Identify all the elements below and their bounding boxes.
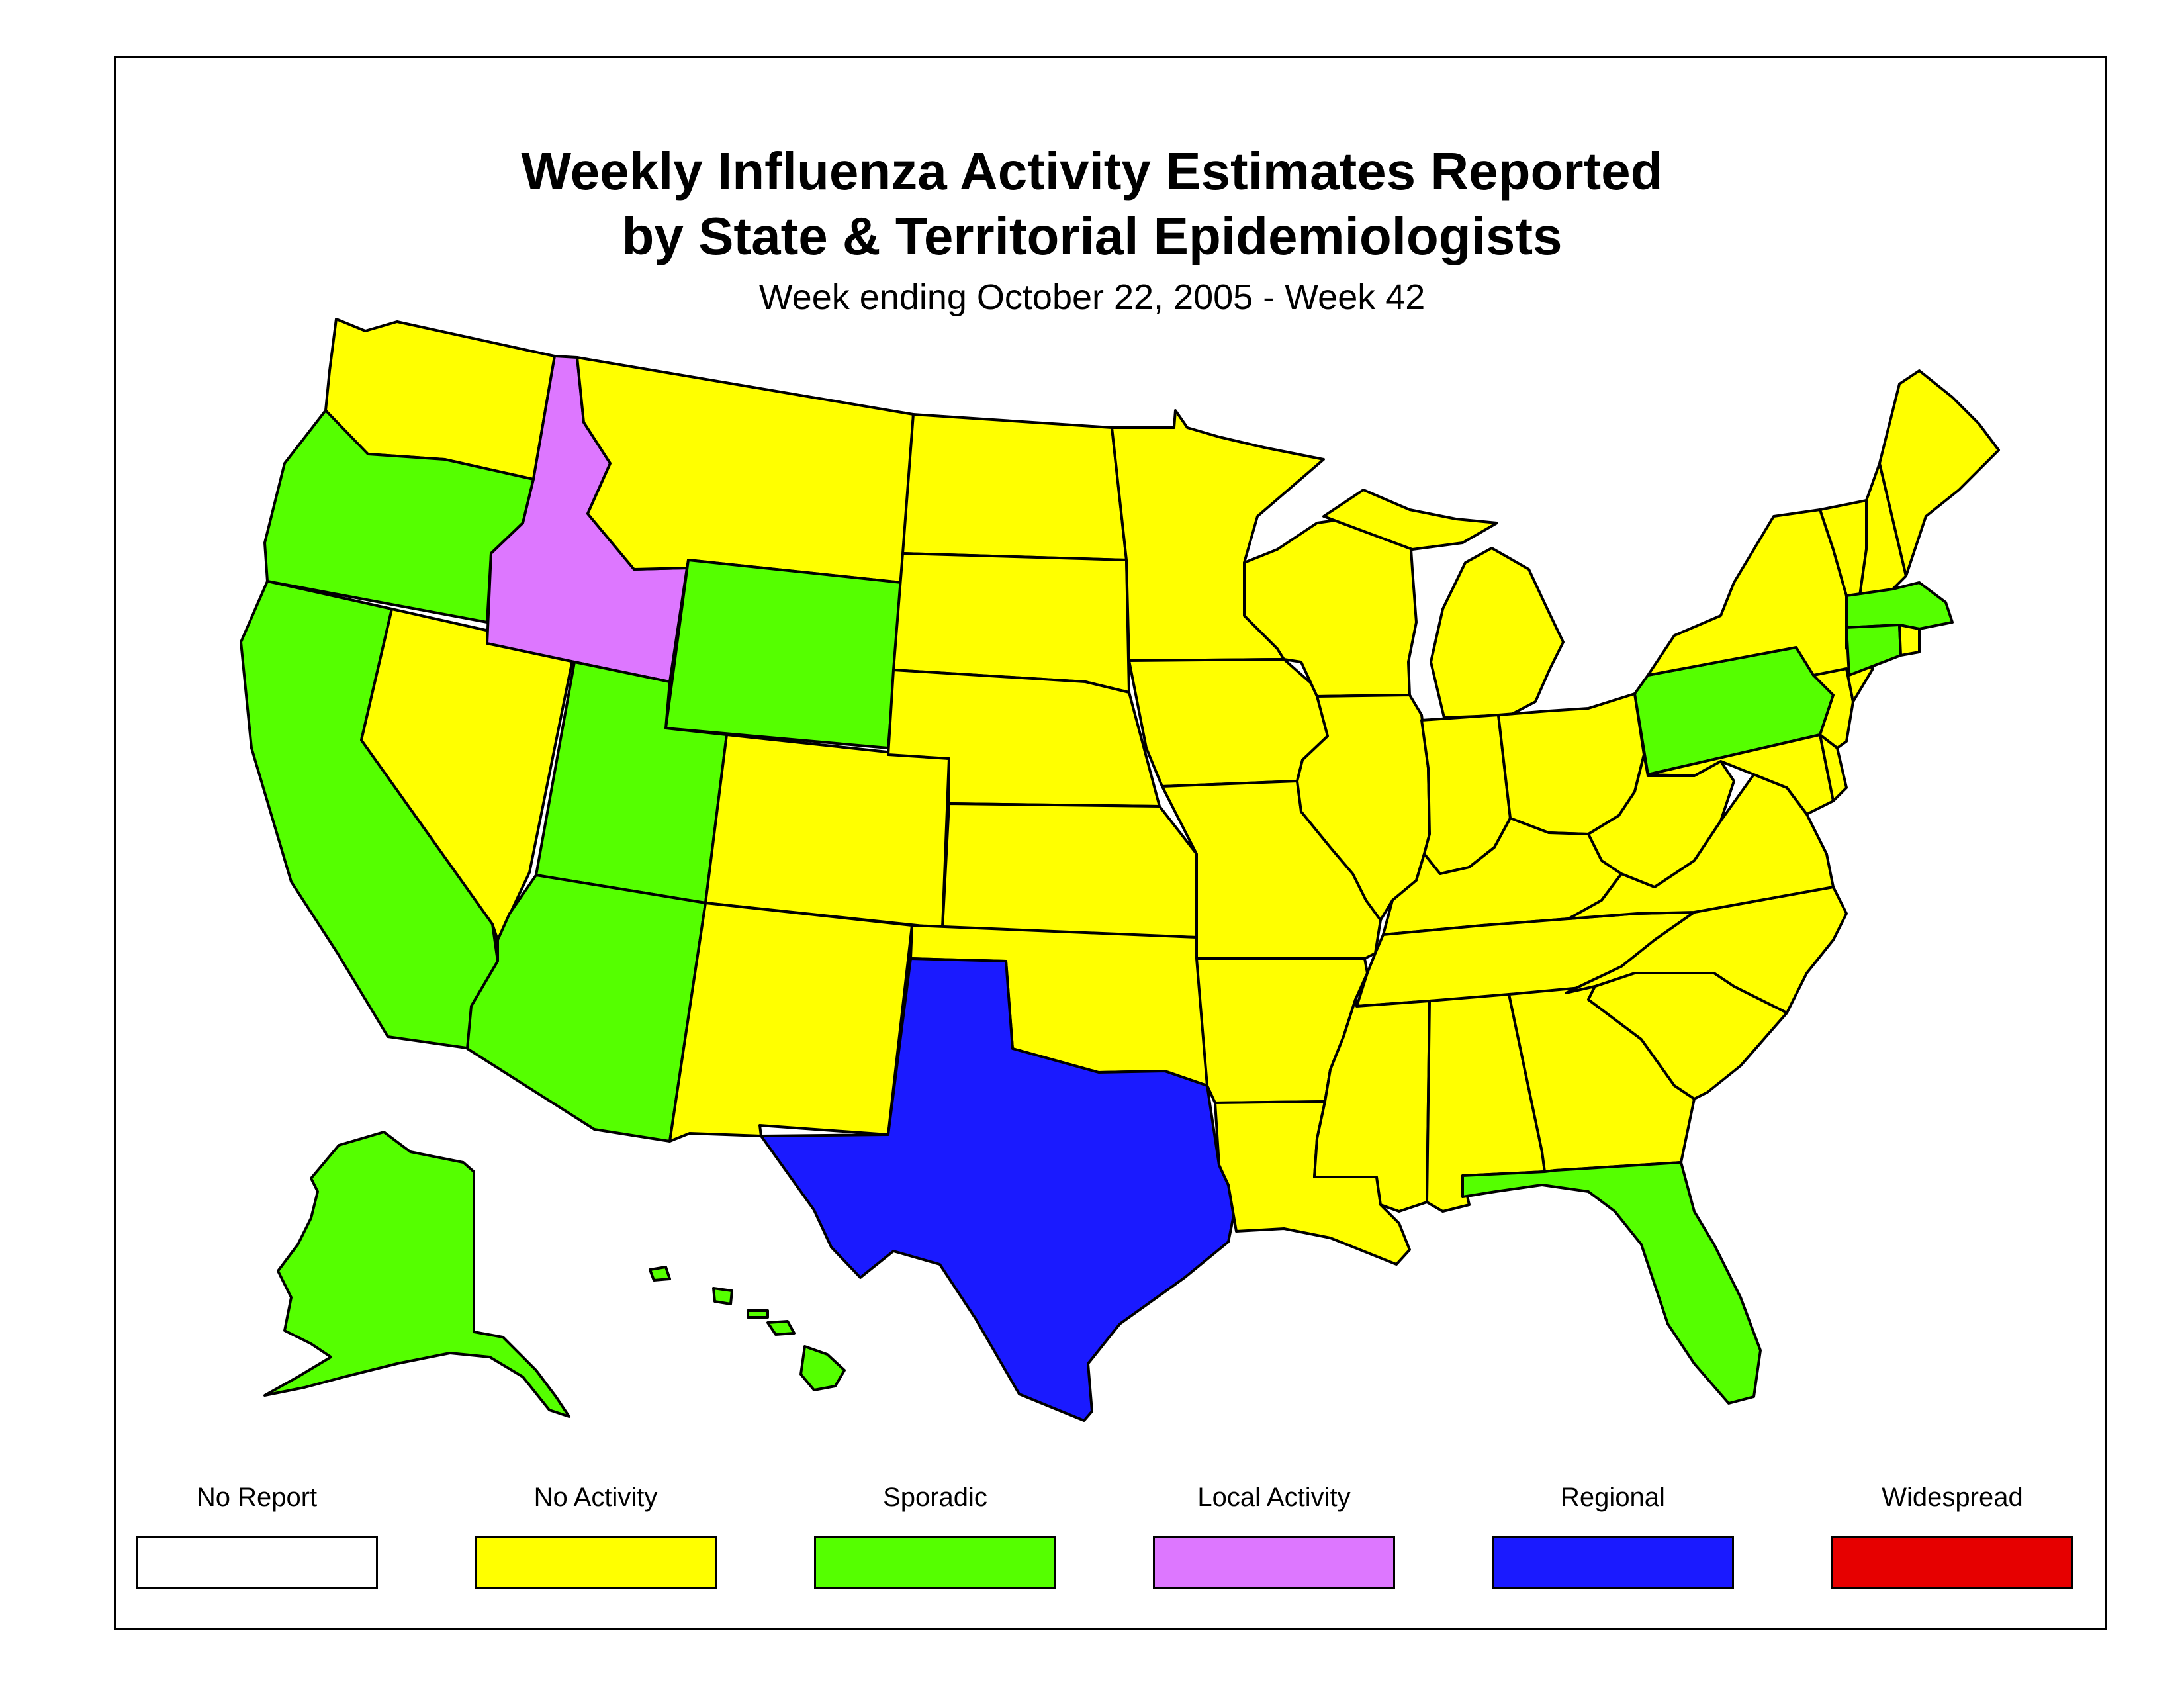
state-hawaii-oahu	[712, 1287, 733, 1305]
state-colorado	[704, 733, 950, 929]
state-rhode-island	[1898, 624, 1921, 657]
state-michigan	[1322, 489, 1565, 719]
legend-swatch-local-activity	[1153, 1536, 1395, 1589]
state-maine	[1878, 369, 2000, 577]
state-new-mexico	[668, 902, 913, 1143]
legend-swatch-no-report	[136, 1536, 378, 1589]
map-title-line1: Weekly Influenza Activity Estimates Repo…	[521, 142, 1663, 201]
legend-swatch-sporadic	[814, 1536, 1056, 1589]
legend-label-no-report: No Report	[196, 1483, 318, 1512]
state-north-carolina	[1565, 886, 1848, 1014]
legend-label-local-activity: Local Activity	[1197, 1483, 1351, 1512]
state-north-dakota	[901, 413, 1128, 561]
state-alaska	[263, 1131, 570, 1418]
state-connecticut	[1845, 624, 1902, 677]
state-hawaii-molokai	[747, 1309, 769, 1319]
state-hawaii-big-island	[799, 1345, 846, 1391]
map-subtitle: Week ending October 22, 2005 - Week 42	[758, 277, 1426, 317]
state-hawaii-kauai	[649, 1266, 671, 1282]
state-texas	[760, 957, 1238, 1422]
state-montana	[576, 356, 915, 584]
map-title-line2: by State & Territorial Epidemiologists	[621, 207, 1563, 265]
legend-swatch-widespread	[1831, 1536, 2073, 1589]
legend-label-no-activity: No Activity	[533, 1483, 658, 1512]
state-hawaii-maui	[766, 1320, 796, 1336]
state-wyoming	[664, 559, 903, 749]
map-frame	[114, 56, 2107, 1630]
state-kansas	[941, 802, 1198, 939]
legend-label-regional: Regional	[1561, 1483, 1665, 1512]
state-iowa	[1128, 658, 1329, 788]
legend-label-widespread: Widespread	[1882, 1483, 2023, 1512]
legend-swatch-regional	[1492, 1536, 1734, 1589]
legend-label-sporadic: Sporadic	[883, 1483, 987, 1512]
state-florida	[1461, 1161, 1762, 1405]
legend-swatch-no-activity	[475, 1536, 717, 1589]
